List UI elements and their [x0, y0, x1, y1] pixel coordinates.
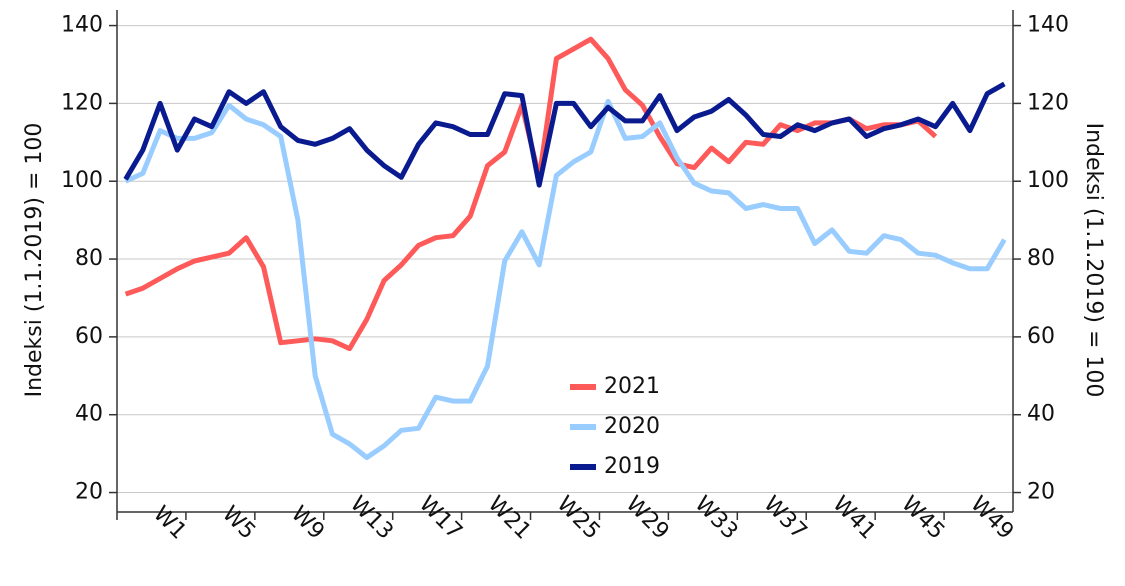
x-tick-label: W41 [827, 492, 880, 545]
y-axis-label: Indeksi (1.1.2019) = 100 [22, 123, 47, 398]
y-tick-label: 100 [61, 168, 103, 193]
y2-tick-label: 60 [1027, 324, 1055, 349]
legend-label: 2021 [604, 374, 660, 399]
y-tick-label: 140 [61, 13, 103, 38]
x-tick-label: W45 [896, 492, 949, 545]
y2-tick-label: 120 [1027, 90, 1069, 115]
x-tick-label: W49 [965, 492, 1018, 545]
x-tick-label: W21 [483, 492, 536, 545]
legend-label: 2020 [604, 414, 660, 439]
y-tick-label: 40 [75, 402, 103, 427]
y-tick-label: 20 [75, 480, 103, 505]
series-line [124, 36, 938, 352]
x-tick-label: W25 [552, 492, 605, 545]
x-tick-label: W1 [148, 502, 191, 545]
y-tick-label: 60 [75, 324, 103, 349]
y2-tick-label: 40 [1027, 402, 1055, 427]
x-tick-label: W37 [759, 492, 812, 545]
x-tick-label: W33 [690, 492, 743, 545]
series-line [123, 81, 1006, 188]
legend-label: 2019 [604, 454, 660, 479]
y2-tick-label: 20 [1027, 480, 1055, 505]
y-tick-label: 120 [61, 90, 103, 115]
x-tick-label: W9 [286, 502, 329, 545]
y2-tick-label: 100 [1027, 168, 1069, 193]
x-tick-label: W29 [621, 492, 674, 545]
x-tick-label: W13 [345, 492, 398, 545]
x-tick-label: W17 [414, 492, 467, 545]
y2-axis-label: Indeksi (1.1.2019) = 100 [1081, 123, 1106, 398]
y-tick-label: 80 [75, 246, 103, 271]
y2-tick-label: 140 [1027, 13, 1069, 38]
x-tick-label: W5 [217, 502, 260, 545]
series-line [124, 98, 1007, 460]
y2-tick-label: 80 [1027, 246, 1055, 271]
